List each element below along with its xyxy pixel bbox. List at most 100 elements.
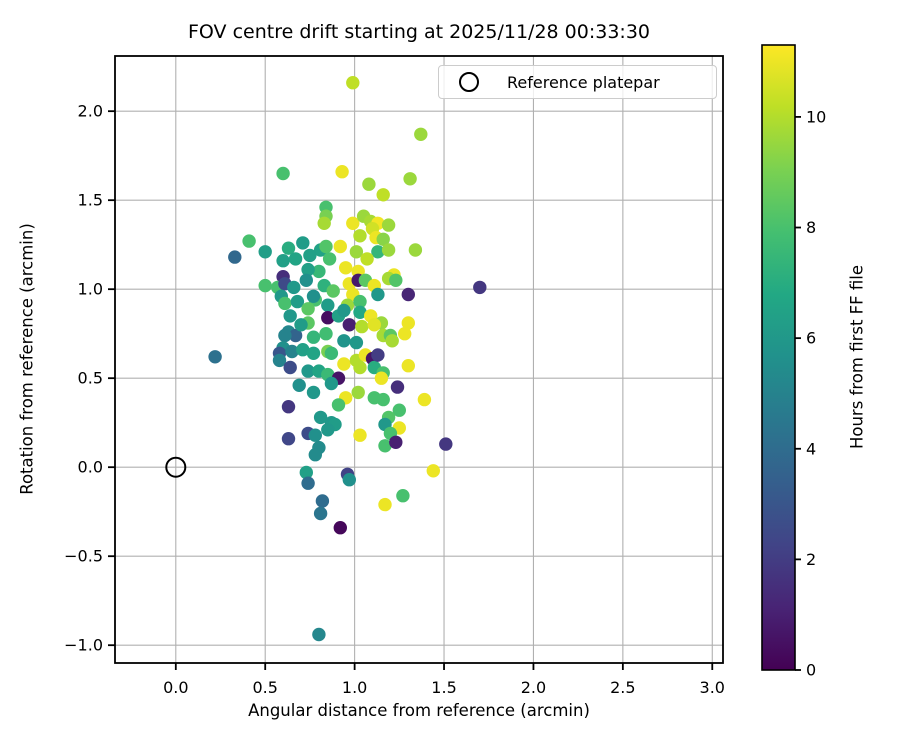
plot-spines	[114, 55, 724, 664]
scatter-point	[306, 330, 321, 344]
x-tick-label: 2.5	[610, 678, 635, 697]
scatter-point	[392, 403, 406, 417]
scatter-point	[335, 165, 349, 179]
scatter-point	[301, 262, 315, 277]
scatter-point	[290, 294, 305, 309]
scatter-point	[317, 216, 331, 230]
scatter-point	[353, 294, 367, 309]
scatter-point	[337, 357, 351, 371]
scatter-point	[301, 364, 315, 378]
colorbar-tick-label: 8	[806, 218, 816, 237]
scatter-point	[360, 252, 374, 266]
scatter-point	[331, 398, 346, 412]
scatter-point	[349, 335, 364, 350]
scatter-point	[376, 232, 390, 246]
scatter-point	[242, 234, 256, 248]
scatter-point	[322, 252, 337, 266]
scatter-point	[371, 348, 385, 362]
chart-title: FOV centre drift starting at 2025/11/28 …	[187, 21, 651, 43]
scatter-point	[337, 303, 351, 318]
colorbar	[761, 44, 796, 671]
scatter-point	[292, 378, 306, 392]
scatter-point	[473, 280, 487, 295]
scatter-point	[321, 298, 335, 312]
scatter-point	[306, 346, 321, 360]
y-tick-label: −1.0	[64, 636, 103, 655]
scatter-point	[333, 239, 347, 254]
scatter-point	[326, 284, 340, 298]
scatter-point	[353, 360, 367, 375]
scatter-point	[324, 376, 339, 391]
scatter-point	[396, 489, 410, 503]
scatter-point	[339, 261, 353, 275]
scatter-point	[408, 243, 423, 257]
scatter-point	[385, 334, 399, 348]
scatter-point	[296, 236, 310, 250]
x-tick-label: 1.5	[431, 678, 456, 697]
scatter-point	[319, 239, 333, 254]
scatter-point	[281, 432, 296, 446]
scatter-point	[381, 218, 396, 232]
scatter-point	[276, 254, 290, 268]
scatter-point	[353, 305, 367, 319]
scatter-point	[315, 494, 330, 508]
scatter-point	[346, 216, 360, 230]
scatter-point	[324, 346, 339, 360]
scatter-point	[287, 280, 301, 295]
y-tick-label: 1.0	[78, 280, 103, 299]
scatter-point	[414, 127, 428, 141]
colorbar-label: Hours from first FF file	[847, 264, 867, 450]
scatter-point	[306, 385, 321, 400]
scatter-point	[299, 273, 313, 287]
scatter-point	[401, 316, 415, 330]
scatter-point	[378, 497, 392, 512]
scatter-point	[403, 172, 417, 186]
scatter-point	[208, 350, 222, 364]
scatter-point	[381, 243, 396, 257]
scatter-point	[306, 289, 321, 303]
scatter-point	[288, 252, 303, 266]
scatter-point	[371, 287, 385, 302]
x-tick-label: 0.0	[163, 678, 188, 697]
scatter-point	[371, 245, 385, 259]
reference-marker-icon	[459, 72, 479, 92]
scatter-point	[342, 473, 356, 487]
scatter-point	[301, 302, 315, 316]
scatter-point	[417, 392, 432, 407]
scatter-point	[258, 278, 272, 293]
x-tick-label: 1.0	[342, 678, 367, 697]
scatter-point	[351, 385, 365, 400]
scatter-point	[296, 343, 310, 357]
scatter-point	[288, 328, 303, 343]
y-tick-label: 2.0	[78, 102, 103, 121]
scatter-point	[278, 328, 292, 343]
x-tick-label: 3.0	[700, 678, 725, 697]
x-tick-label: 0.5	[252, 678, 277, 697]
scatter-point	[439, 437, 453, 451]
scatter-point	[337, 334, 351, 348]
scatter-point	[228, 250, 242, 264]
scatter-point	[319, 327, 333, 341]
scatter-point	[258, 245, 272, 259]
scatter-point	[294, 318, 308, 332]
scatter-point	[342, 318, 356, 332]
scatter-point	[313, 410, 328, 425]
scatter-point	[303, 248, 317, 263]
scatter-point	[374, 371, 389, 385]
scatter-point	[353, 428, 367, 442]
colorbar-tick-label: 6	[806, 329, 816, 348]
scatter-point	[301, 476, 315, 490]
scatter-point	[389, 435, 403, 449]
scatter-point	[285, 344, 299, 359]
scatter-point	[390, 380, 405, 394]
scatter-point	[346, 76, 360, 90]
scatter-point	[281, 400, 296, 414]
scatter-point	[378, 439, 392, 453]
scatter-point	[376, 188, 390, 202]
x-axis-label: Angular distance from reference (arcmin)	[248, 701, 590, 720]
y-tick-label: 0.0	[78, 458, 103, 477]
scatter-point	[401, 287, 415, 302]
scatter-point	[389, 273, 403, 287]
scatter-point	[398, 327, 412, 341]
